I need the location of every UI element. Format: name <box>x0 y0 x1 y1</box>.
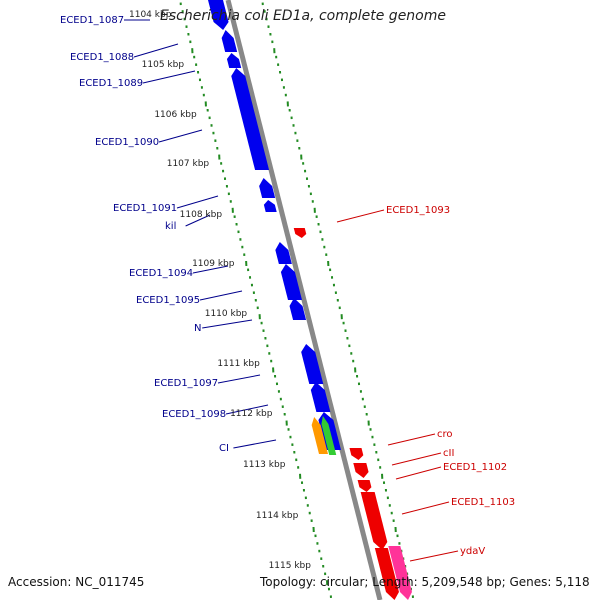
gene-feature <box>301 344 324 384</box>
reverse-gene-label: ECED1_1093 <box>386 205 450 216</box>
label-leader <box>391 452 442 466</box>
label-leader <box>225 404 269 415</box>
forward-gene-label: ECED1_1097 <box>154 378 218 389</box>
label-leader <box>387 433 436 446</box>
label-leader <box>185 214 211 227</box>
ruler-label: 1115 kbp <box>269 561 312 571</box>
label-leader <box>401 501 450 515</box>
gene-feature <box>208 0 229 30</box>
gene-feature <box>310 382 331 412</box>
gene-labels: ECED1_1087 ECED1_1088 ECED1_1089 ECED1_1090… <box>60 15 515 557</box>
reverse-gene-label: ECED1_1103 <box>451 497 515 508</box>
label-leader <box>233 439 277 449</box>
gene-feature <box>360 492 388 550</box>
label-leader <box>336 209 385 223</box>
gene-feature <box>388 546 412 600</box>
ruler-label: 1112 kbp <box>230 409 273 419</box>
reverse-gene-label: ECED1_1102 <box>443 462 507 473</box>
label-leader <box>133 43 179 58</box>
gene-feature <box>275 242 292 264</box>
gene-feature <box>289 298 307 320</box>
reverse-gene-label: cII <box>443 448 454 459</box>
gene-feature <box>259 178 276 198</box>
forward-gene-label: ECED1_1089 <box>79 78 143 89</box>
label-leader <box>158 129 203 143</box>
gene-features <box>208 0 412 600</box>
label-leader <box>176 195 219 209</box>
gene-feature <box>374 548 399 600</box>
label-leader <box>395 466 442 480</box>
forward-gene-label: ECED1_1094 <box>129 268 193 279</box>
label-leader <box>142 70 196 84</box>
ruler-label: 1107 kbp <box>167 159 210 169</box>
ruler-label: 1114 kbp <box>256 511 299 521</box>
gene-feature <box>263 200 277 212</box>
ruler-label: 1105 kbp <box>142 60 185 70</box>
forward-gene-label: ECED1_1087 <box>60 15 124 26</box>
gene-feature <box>353 463 369 478</box>
label-leaders <box>124 19 459 562</box>
label-leader <box>409 550 459 562</box>
gene-feature <box>357 480 372 492</box>
gene-feature <box>226 53 242 68</box>
ruler-label: 1111 kbp <box>217 359 260 369</box>
ruler-label: 1109 kbp <box>192 259 235 269</box>
genome-backbone <box>225 0 383 600</box>
gene-feature <box>231 68 270 170</box>
label-leader <box>202 319 253 329</box>
ruler-label: 1106 kbp <box>154 110 197 120</box>
forward-gene-label: ECED1_1091 <box>113 203 177 214</box>
ruler-label: 1108 kbp <box>180 210 223 220</box>
topology-summary: Topology: circular; Length: 5,209,548 bp… <box>260 575 590 589</box>
gene-feature <box>349 448 364 460</box>
label-leader <box>192 265 229 274</box>
label-leader <box>199 290 243 301</box>
ruler-label: 1104 kbp <box>129 10 172 20</box>
forward-gene-label: N <box>194 323 201 334</box>
gene-feature <box>321 416 337 455</box>
ruler-ticks-left <box>177 0 332 598</box>
forward-gene-label: ECED1_1090 <box>95 137 159 148</box>
gene-feature <box>280 264 302 300</box>
forward-gene-label: CI <box>219 443 229 454</box>
gene-feature <box>221 30 238 52</box>
reverse-gene-label: cro <box>437 429 453 440</box>
accession-text: Accession: NC_011745 <box>8 575 145 589</box>
reverse-gene-label: ydaV <box>460 546 485 557</box>
forward-gene-label: ECED1_1095 <box>136 295 200 306</box>
forward-gene-label: kil <box>165 221 176 232</box>
forward-gene-label: ECED1_1088 <box>70 52 134 63</box>
ruler-ticks-right <box>259 0 414 598</box>
forward-gene-label: ECED1_1098 <box>162 409 226 420</box>
gene-feature <box>293 228 307 238</box>
gene-feature <box>311 417 329 454</box>
label-leader <box>217 374 261 384</box>
map-title: Escherichia coli ED1a, complete genome <box>160 8 446 24</box>
ruler-label: 1110 kbp <box>205 309 248 319</box>
ruler-labels: 1104 kbp 1105 kbp 1106 kbp 1107 kbp 1108 kbp… <box>129 10 311 571</box>
ruler-label: 1113 kbp <box>243 460 286 470</box>
